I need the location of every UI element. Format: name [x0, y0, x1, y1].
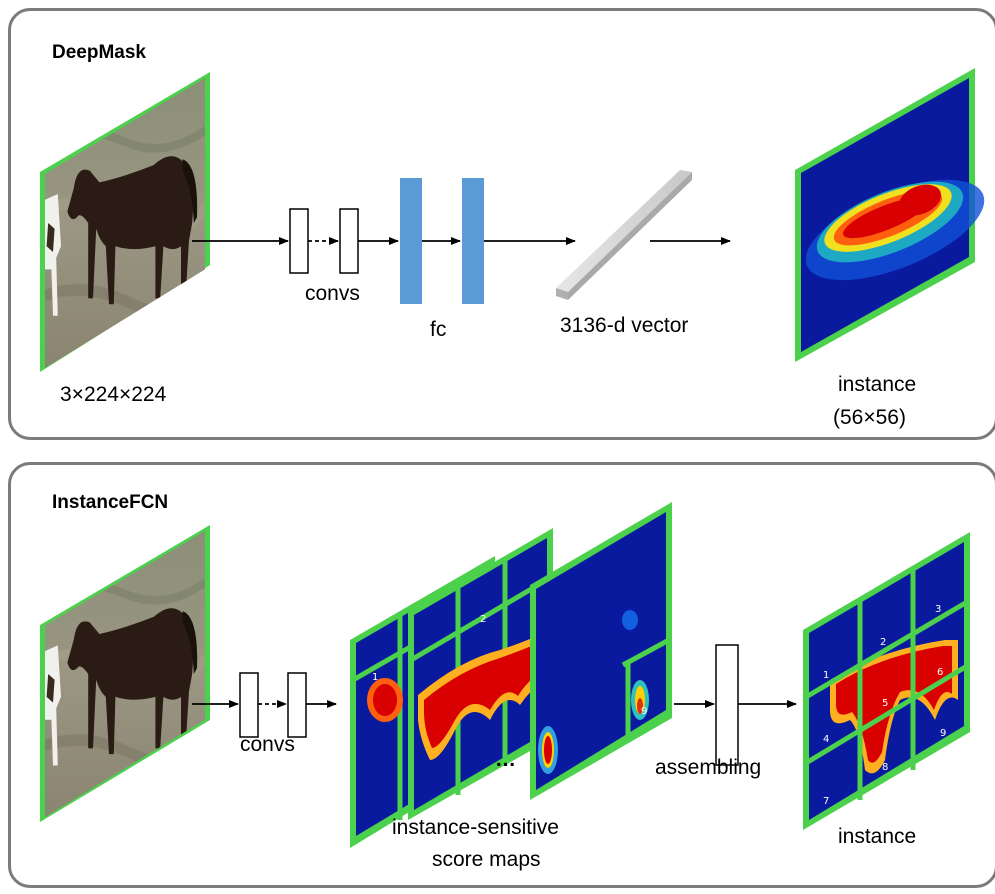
- deepmask-input-image: [40, 72, 210, 372]
- deepmask-output-label-line1: instance: [838, 373, 917, 396]
- instancefcn-title: InstanceFCN: [52, 492, 169, 513]
- deepmask-convs-label: convs: [305, 282, 360, 305]
- deepmask-title: DeepMask: [52, 42, 146, 63]
- instancefcn-input-image: [40, 525, 210, 822]
- deepmask-vector-label: 3136-d vector: [560, 314, 689, 337]
- score-maps-label-line2: score maps: [432, 848, 541, 871]
- score-map-3: [530, 502, 672, 800]
- grid-number-6: 6: [937, 667, 943, 678]
- assembling-box: [715, 644, 739, 766]
- grid-number-2: 2: [880, 637, 886, 648]
- score-maps-ellipsis: …: [495, 748, 516, 771]
- instancefcn-conv-box-1: [239, 672, 259, 738]
- deepmask-fc-label: fc: [430, 318, 447, 341]
- score-map-number-9: 9: [641, 706, 647, 717]
- deepmask-output-heatmap: [795, 68, 985, 362]
- grid-number-1: 1: [823, 670, 829, 681]
- instancefcn-conv-box-2: [287, 672, 307, 738]
- deepmask-vector-bar: [556, 170, 692, 300]
- deepmask-fc-layer-1: [400, 178, 422, 304]
- score-map-number-2: 2: [480, 614, 486, 625]
- instancefcn-convs-label: convs: [240, 733, 295, 756]
- grid-number-7: 7: [823, 796, 829, 807]
- deepmask-output-label-line2: (56×56): [833, 406, 906, 429]
- instancefcn-output-label: instance: [838, 825, 917, 848]
- assembling-label: assembling: [655, 756, 762, 779]
- score-map-number-1: 1: [372, 672, 378, 683]
- instancefcn-output-grid: [803, 532, 970, 830]
- grid-number-3: 3: [935, 604, 941, 615]
- deepmask-fc-layer-2: [462, 178, 484, 304]
- grid-number-8: 8: [882, 762, 888, 773]
- grid-number-5: 5: [882, 698, 888, 709]
- grid-number-4: 4: [823, 734, 829, 745]
- score-map-2: [408, 528, 553, 820]
- score-maps-label-line1: instance-sensitive: [392, 816, 559, 839]
- deepmask-input-label: 3×224×224: [60, 383, 167, 406]
- grid-number-9: 9: [940, 728, 946, 739]
